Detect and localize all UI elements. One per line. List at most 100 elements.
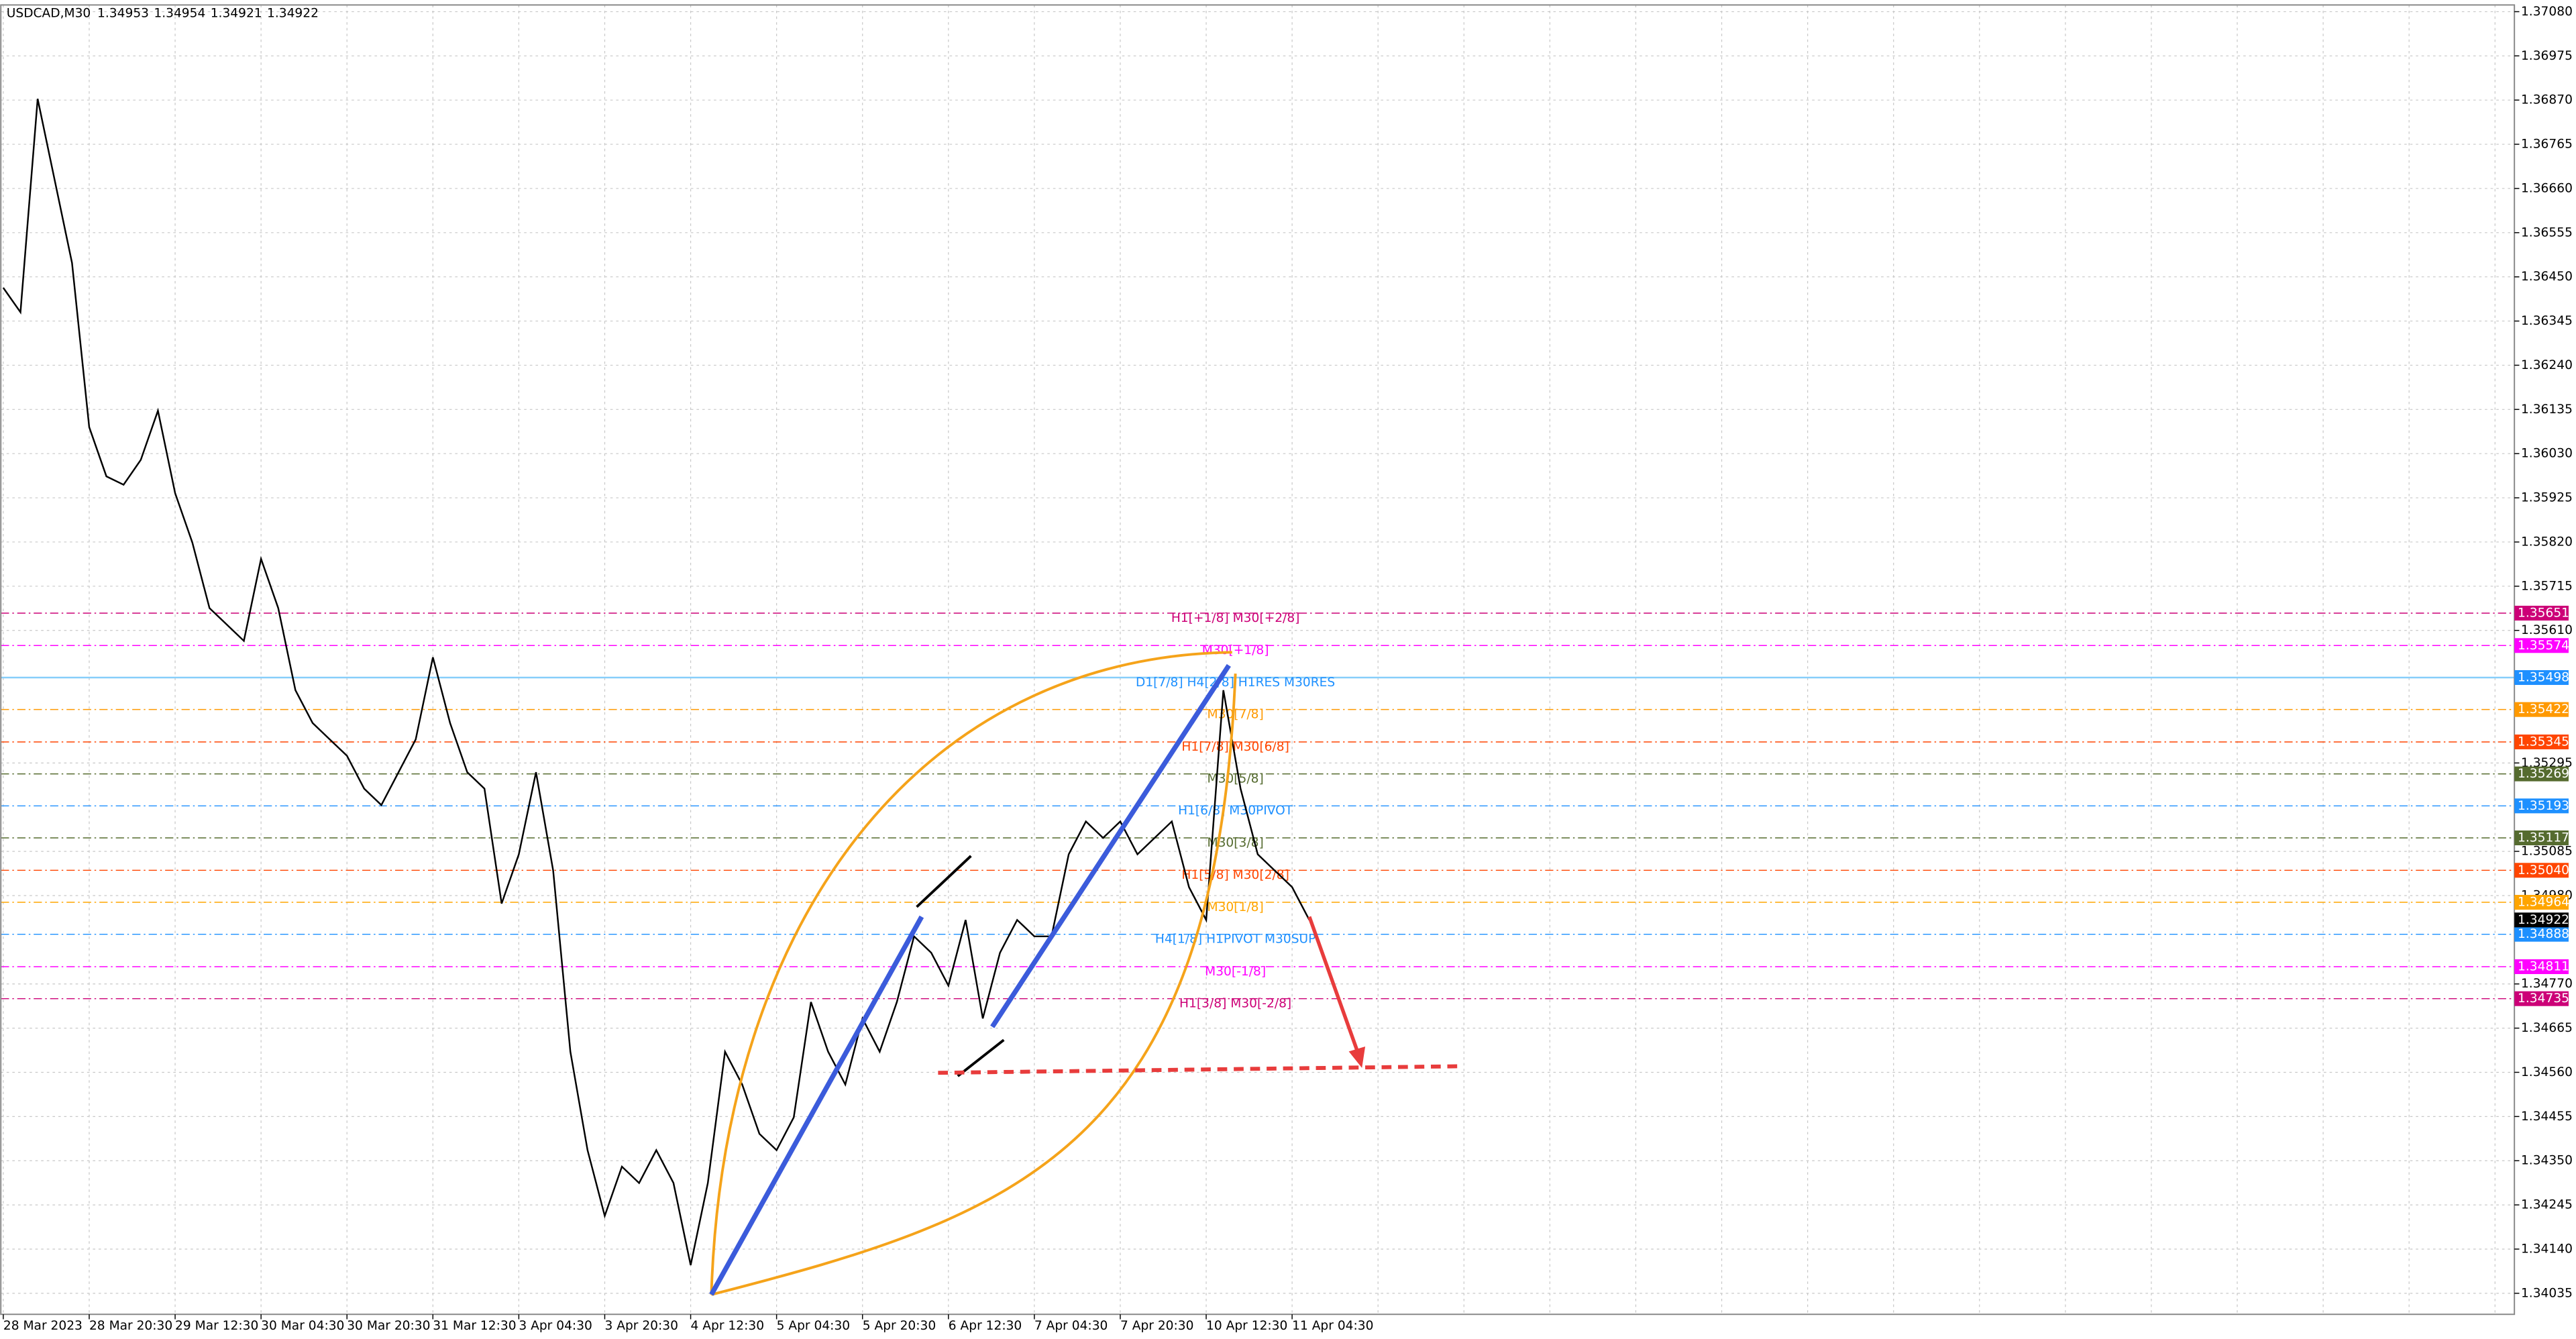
- level-price-label: 1.34964: [2518, 896, 2569, 910]
- y-tick-label: 1.35820: [2521, 535, 2573, 549]
- level-price-label: 1.34735: [2518, 992, 2569, 1006]
- black-line: [916, 855, 972, 908]
- level-layer: H1[+1/8] M30[+2/8]M30[+1/8]D1[7/8] H4[2/…: [1, 611, 2515, 1011]
- level-price-label: 1.35422: [2518, 702, 2569, 716]
- level-text: H1[+1/8] M30[+2/8]: [1171, 611, 1300, 625]
- blue-trend-line: [709, 915, 924, 1296]
- level-price-box: [2514, 959, 2569, 975]
- x-tick-label: 7 Apr 04:30: [1034, 1319, 1108, 1333]
- price-layer: [2, 99, 1310, 1266]
- ohlc-open: 1.34953: [97, 6, 149, 20]
- x-tick-label: 10 Apr 12:30: [1206, 1319, 1287, 1333]
- y-tick-label: 1.36030: [2521, 447, 2573, 461]
- drawings: [709, 651, 1459, 1296]
- x-tick-label: 5 Apr 20:30: [863, 1319, 936, 1333]
- y-tick-label: 1.35610: [2521, 623, 2573, 637]
- level-text: M30[+1/8]: [1202, 643, 1269, 657]
- price-line: [2, 99, 1310, 1266]
- y-tick-label: 1.34140: [2521, 1242, 2573, 1256]
- y-tick-label: 1.34560: [2521, 1065, 2573, 1079]
- level-price-box: [2514, 830, 2569, 846]
- y-tick-label: 1.34035: [2521, 1286, 2573, 1300]
- level-price-box: [2514, 991, 2569, 1006]
- level-price-box: [2514, 926, 2569, 942]
- x-tick-label: 30 Mar 20:30: [347, 1319, 430, 1333]
- x-tick-label: 3 Apr 04:30: [519, 1319, 592, 1333]
- level-price-label: 1.35269: [2518, 767, 2569, 781]
- level-text: M30[-1/8]: [1205, 965, 1266, 979]
- y-tick-label: 1.34665: [2521, 1021, 2573, 1035]
- level-text: M30[1/8]: [1208, 900, 1264, 914]
- y-tick-label: 1.34455: [2521, 1110, 2573, 1124]
- level-price-label: 1.35040: [2518, 863, 2569, 877]
- blue-trend-line: [990, 663, 1231, 1028]
- y-tick-label: 1.36975: [2521, 49, 2573, 63]
- level-price-box: [2514, 670, 2569, 685]
- bid-price-label: 1.34922: [2518, 913, 2569, 927]
- level-text: H1[5/8] M30[2/8]: [1181, 868, 1289, 882]
- red-dashed-target: [938, 1064, 1459, 1075]
- level-price-box: [2514, 863, 2569, 878]
- level-text: H1[3/8] M30[-2/8]: [1179, 997, 1291, 1011]
- bid-price-box: [2514, 912, 2569, 928]
- x-tick-label: 5 Apr 04:30: [777, 1319, 851, 1333]
- x-tick-label: 30 Mar 04:30: [261, 1319, 344, 1333]
- y-tick-label: 1.36240: [2521, 358, 2573, 372]
- level-price-label: 1.35498: [2518, 670, 2569, 684]
- level-price-box: [2514, 638, 2569, 653]
- y-tick-label: 1.35715: [2521, 579, 2573, 593]
- y-tick-label: 1.34770: [2521, 977, 2573, 991]
- y-tick-label: 1.36555: [2521, 225, 2573, 239]
- level-price-label: 1.35574: [2518, 639, 2569, 653]
- y-tick-label: 1.37080: [2521, 5, 2573, 19]
- x-tick-label: 7 Apr 20:30: [1120, 1319, 1194, 1333]
- y-tick-label: 1.36135: [2521, 403, 2573, 417]
- level-price-box: [2514, 702, 2569, 717]
- plot-frame: [0, 4, 2516, 1316]
- y-tick-label: 1.34350: [2521, 1154, 2573, 1168]
- grid-layer: [1, 5, 2515, 1315]
- black-line: [957, 1038, 1005, 1077]
- level-text: H1[6/8] M30PIVOT: [1178, 804, 1293, 818]
- x-tick-label: 6 Apr 12:30: [949, 1319, 1022, 1333]
- x-tick-label: 3 Apr 20:30: [604, 1319, 678, 1333]
- ohlc-high: 1.34954: [154, 6, 205, 20]
- x-tick-label: 11 Apr 04:30: [1292, 1319, 1373, 1333]
- level-price-box: [2514, 605, 2569, 621]
- x-tick-label: 29 Mar 12:30: [175, 1319, 258, 1333]
- level-price-label: 1.34811: [2518, 959, 2569, 973]
- orange-curve: [710, 651, 1232, 1295]
- level-price-label: 1.35651: [2518, 606, 2569, 620]
- ohlc-close: 1.34922: [267, 6, 319, 20]
- orange-curve: [710, 674, 1237, 1296]
- y-tick-label: 1.35925: [2521, 491, 2573, 505]
- level-price-label: 1.34888: [2518, 927, 2569, 941]
- level-price-box: [2514, 766, 2569, 782]
- level-price-box: [2514, 894, 2569, 910]
- chart-header: USDCAD,M30 1.34953 1.34954 1.34921 1.34922: [7, 6, 319, 20]
- x-tick-label: 4 Apr 12:30: [691, 1319, 765, 1333]
- y-tick-label: 1.36870: [2521, 93, 2573, 107]
- x-tick-label: 28 Mar 2023: [3, 1319, 83, 1333]
- y-tick-label: 1.36660: [2521, 181, 2573, 195]
- level-text: M30[3/8]: [1208, 836, 1264, 850]
- level-text: M30[5/8]: [1208, 771, 1264, 786]
- y-tick-label: 1.36765: [2521, 138, 2573, 152]
- level-price-label: 1.35117: [2518, 831, 2569, 845]
- red-arrowhead: [1348, 1047, 1366, 1068]
- red-arrow: [1307, 916, 1360, 1056]
- x-tick-label: 31 Mar 12:30: [433, 1319, 516, 1333]
- axis-layer: 1.37080 1.36975 1.36870 1.36765 1.36660 1.365…: [3, 5, 2573, 1333]
- y-tick-label: 1.34245: [2521, 1198, 2573, 1212]
- level-text: M30[7/8]: [1208, 707, 1264, 721]
- level-text: H1[7/8] M30[6/8]: [1181, 740, 1289, 754]
- level-price-box: [2514, 734, 2569, 749]
- y-tick-label: 1.36450: [2521, 270, 2573, 284]
- x-tick-label: 28 Mar 20:30: [89, 1319, 172, 1333]
- ohlc-low: 1.34921: [211, 6, 262, 20]
- level-price-label: 1.35193: [2518, 799, 2569, 813]
- y-tick-label: 1.36345: [2521, 314, 2573, 328]
